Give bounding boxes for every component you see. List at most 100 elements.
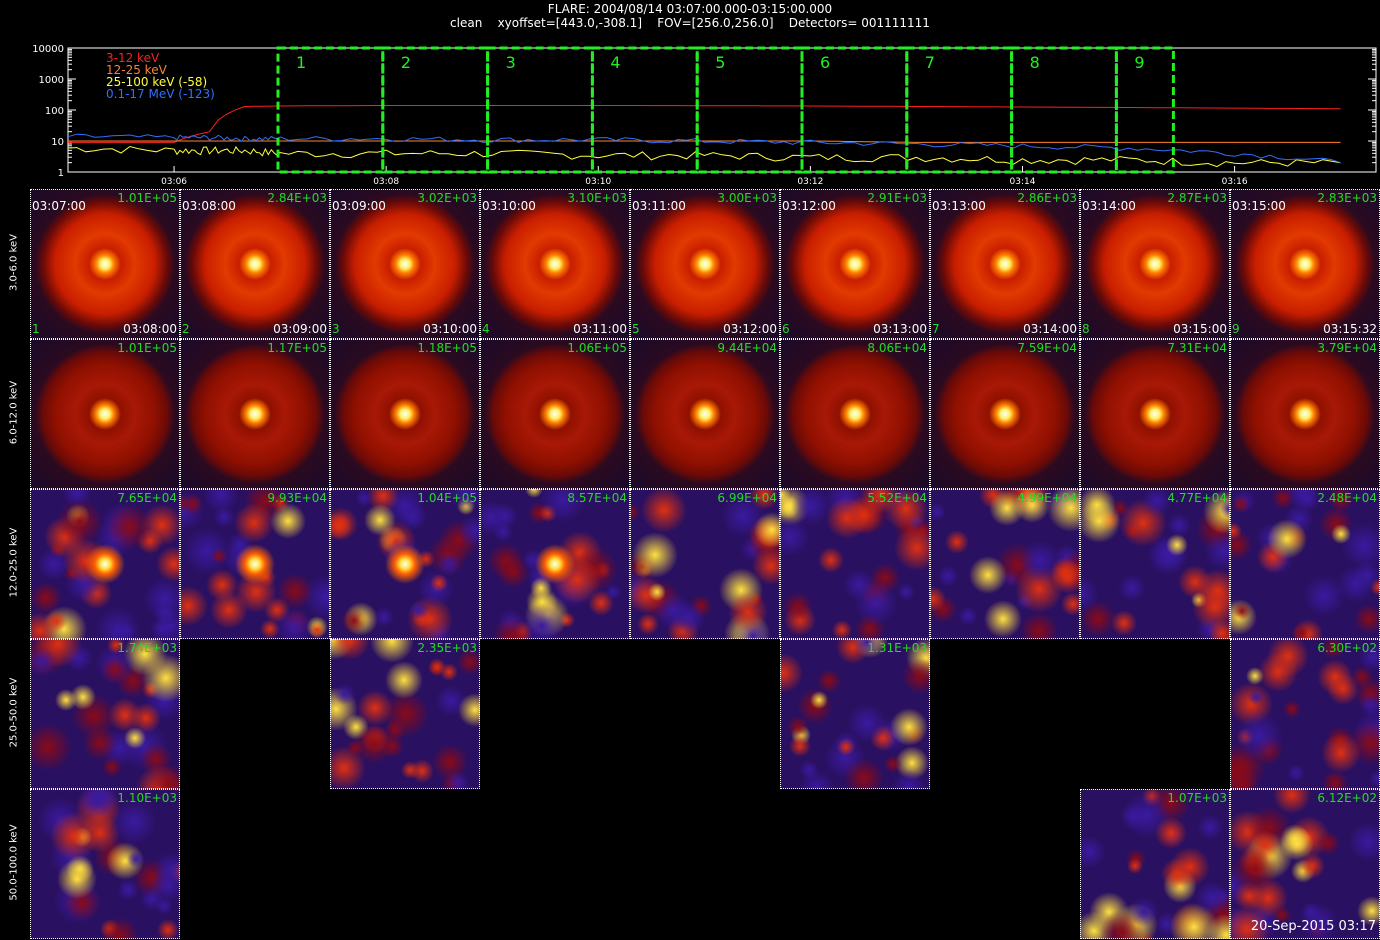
peak-value: 6.12E+02 [1317, 791, 1377, 805]
image-map [930, 489, 1080, 639]
interval-end-time: 03:08:00 [123, 322, 177, 336]
peak-value: 6.30E+02 [1317, 641, 1377, 655]
interval-number: 4 [610, 53, 620, 72]
image-map [30, 639, 180, 789]
interval-number: 8 [1030, 53, 1040, 72]
image-cell[interactable]: 1.06E+05 [480, 339, 630, 489]
image-cell[interactable]: 9.44E+04 [630, 339, 780, 489]
image-cell[interactable]: 1.74E+03 [30, 639, 180, 789]
image-map [180, 339, 330, 489]
image-cell[interactable]: 6.30E+02 [1230, 639, 1380, 789]
image-cell[interactable]: 1.01E+05 [30, 339, 180, 489]
interval-box [905, 46, 1014, 174]
image-cell[interactable]: 3.02E+03 03:09:00 03:10:00 3 [330, 189, 480, 339]
peak-value: 5.52E+04 [867, 491, 927, 505]
lightcurve-chart: 10000 1000 100 10 1 03:06 03:08 03:10 03:12 03:14… [32, 44, 1377, 187]
x-tick-label: 03:16 [1222, 177, 1248, 187]
interval-start-time: 03:07:00 [32, 199, 86, 213]
peak-value: 8.57E+04 [567, 491, 627, 505]
image-cell[interactable]: 6.12E+02 [1230, 789, 1380, 939]
header-params: clean xyoffset=[443.0,-308.1] FOV=[256.0… [450, 16, 930, 30]
image-map [780, 489, 930, 639]
peak-value: 4.99E+04 [1017, 491, 1077, 505]
image-cell[interactable]: 3.10E+03 03:10:00 03:11:00 4 [480, 189, 630, 339]
peak-value: 2.84E+03 [267, 191, 327, 205]
header-title: FLARE: 2004/08/14 03:07:00.000-03:15:00.… [547, 2, 833, 16]
image-map [780, 189, 930, 339]
row-label: 6.0-12.0 keV [8, 380, 20, 445]
image-map [780, 639, 930, 789]
image-map [480, 489, 630, 639]
image-cell[interactable]: 9.93E+04 [180, 489, 330, 639]
interval-start-time: 03:12:00 [782, 199, 836, 213]
interval-index: 1 [32, 322, 40, 336]
image-cell[interactable]: 8.57E+04 [480, 489, 630, 639]
peak-value: 8.06E+04 [867, 341, 927, 355]
image-map [330, 339, 480, 489]
image-cell[interactable]: 2.48E+04 [1230, 489, 1380, 639]
legend-entry: 25-100 keV (-58) [106, 75, 207, 89]
interval-number: 9 [1134, 53, 1144, 72]
image-map [30, 489, 180, 639]
image-cell[interactable]: 1.07E+03 [1080, 789, 1230, 939]
interval-box [695, 46, 804, 174]
image-cell[interactable]: 1.01E+05 03:07:00 03:08:00 1 [30, 189, 180, 339]
peak-value: 1.01E+05 [117, 341, 177, 355]
image-cell[interactable]: 2.35E+03 [330, 639, 480, 789]
image-cell[interactable]: 4.99E+04 [930, 489, 1080, 639]
interval-index: 9 [1232, 322, 1240, 336]
image-cell[interactable]: 6.99E+04 [630, 489, 780, 639]
image-cell[interactable]: 7.31E+04 [1080, 339, 1230, 489]
y-tick-label: 1000 [39, 75, 64, 86]
image-cell[interactable]: 4.77E+04 [1080, 489, 1230, 639]
image-cell[interactable]: 1.17E+05 [180, 339, 330, 489]
peak-value: 2.35E+03 [417, 641, 477, 655]
image-cell[interactable]: 3.79E+04 [1230, 339, 1380, 489]
peak-value: 2.91E+03 [867, 191, 927, 205]
interval-start-time: 03:14:00 [1082, 199, 1136, 213]
image-cell[interactable]: 1.10E+03 [30, 789, 180, 939]
interval-start-time: 03:13:00 [932, 199, 986, 213]
x-tick-label: 03:14 [1010, 177, 1036, 187]
image-cell[interactable]: 2.91E+03 03:12:00 03:13:00 6 [780, 189, 930, 339]
row-label: 3.0-6.0 keV [8, 233, 20, 292]
interval-number: 7 [925, 53, 935, 72]
interval-number: 1 [296, 53, 306, 72]
interval-index: 6 [782, 322, 790, 336]
image-cell[interactable]: 2.83E+03 03:15:00 03:15:32 9 [1230, 189, 1380, 339]
x-tick-label: 03:06 [161, 177, 187, 187]
image-map [1080, 189, 1230, 339]
image-cell[interactable]: 3.00E+03 03:11:00 03:12:00 5 [630, 189, 780, 339]
peak-value: 4.77E+04 [1167, 491, 1227, 505]
row-label: 25.0-50.0 keV [8, 677, 20, 748]
image-cell[interactable]: 7.65E+04 [30, 489, 180, 639]
peak-value: 3.00E+03 [717, 191, 777, 205]
interval-index: 2 [182, 322, 190, 336]
image-map [630, 339, 780, 489]
peak-value: 1.18E+05 [417, 341, 477, 355]
image-cell[interactable]: 5.52E+04 [780, 489, 930, 639]
image-cell[interactable]: 2.84E+03 03:08:00 03:09:00 2 [180, 189, 330, 339]
peak-value: 2.86E+03 [1017, 191, 1077, 205]
image-map [1230, 789, 1380, 939]
image-map [480, 339, 630, 489]
peak-value: 2.83E+03 [1317, 191, 1377, 205]
image-cell[interactable]: 2.86E+03 03:13:00 03:14:00 7 [930, 189, 1080, 339]
peak-value: 3.02E+03 [417, 191, 477, 205]
image-cell[interactable]: 1.31E+03 [780, 639, 930, 789]
peak-value: 2.48E+04 [1317, 491, 1377, 505]
legend-entry: 3-12 keV [106, 51, 160, 65]
peak-value: 3.79E+04 [1317, 341, 1377, 355]
image-cell[interactable]: 7.59E+04 [930, 339, 1080, 489]
interval-start-time: 03:08:00 [182, 199, 236, 213]
interval-end-time: 03:11:00 [573, 322, 627, 336]
interval-end-time: 03:09:00 [273, 322, 327, 336]
image-cell[interactable]: 1.18E+05 [330, 339, 480, 489]
image-cell[interactable]: 2.87E+03 03:14:00 03:15:00 8 [1080, 189, 1230, 339]
image-cell[interactable]: 1.04E+05 [330, 489, 480, 639]
image-map [180, 489, 330, 639]
peak-value: 3.10E+03 [567, 191, 627, 205]
peak-value: 7.65E+04 [117, 491, 177, 505]
image-cell[interactable]: 8.06E+04 [780, 339, 930, 489]
peak-value: 9.44E+04 [717, 341, 777, 355]
